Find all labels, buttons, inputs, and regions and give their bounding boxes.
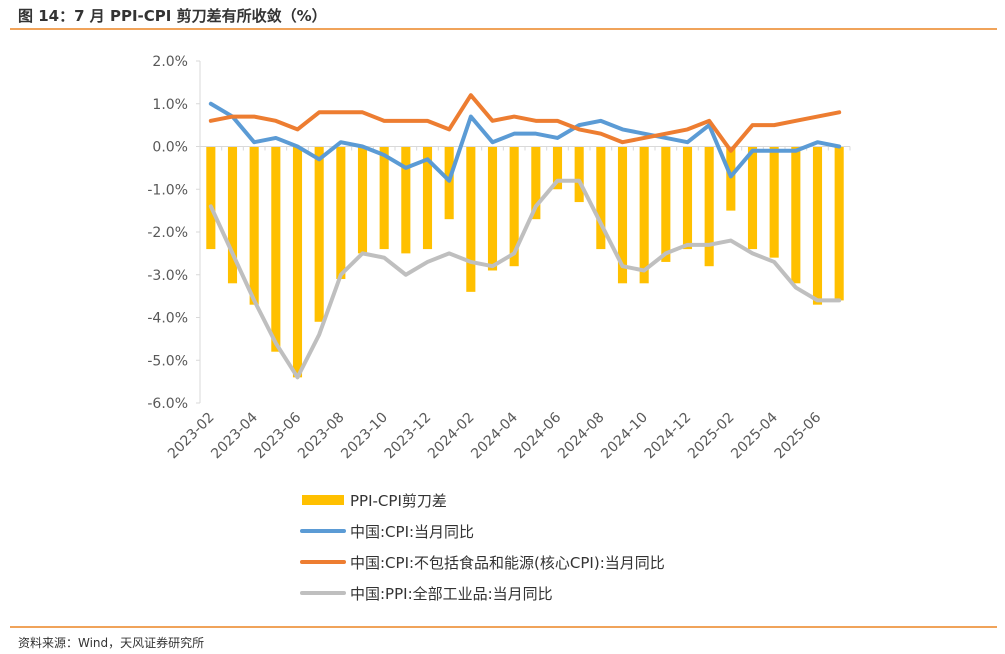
y-tick-label: -3.0%: [147, 268, 188, 284]
bar-2024-04: [509, 146, 519, 267]
y-tick-label: -4.0%: [147, 311, 188, 327]
axes-layer: [196, 60, 851, 404]
x-tick-label: 2024-10: [598, 410, 651, 463]
figure-title: 图 14：7 月 PPI-CPI 剪刀差有所收敛（%）: [18, 7, 327, 25]
bar-2023-08: [336, 146, 346, 280]
bar-2023-07: [314, 146, 324, 322]
bar-2024-12: [682, 146, 693, 250]
x-tick-label: 2024-04: [468, 409, 521, 462]
chart: 2.0% 1.0% 0.0% -1.0% -2.0% -3.0% -4.0% -5.0% -6.…: [147, 54, 851, 603]
bar-2024-07: [574, 146, 584, 203]
bar-2023-11: [401, 146, 411, 254]
legend-label: PPI-CPI剪刀差: [350, 492, 447, 510]
bar-2024-03: [487, 146, 498, 271]
legend-swatch-bar: [302, 495, 344, 505]
x-tick-label: 2023-10: [338, 410, 391, 463]
figure-source: 资料来源：Wind，天风证券研究所: [18, 636, 205, 650]
bar-2023-03: [227, 146, 238, 284]
bar-2024-01: [444, 146, 454, 220]
bar-2023-05: [271, 146, 281, 352]
y-tick-label: 2.0%: [152, 54, 188, 70]
x-tick-label: 2025-06: [772, 409, 825, 462]
bar-2024-09: [617, 146, 628, 284]
bar-2024-11: [661, 146, 671, 262]
legend: PPI-CPI剪刀差中国:CPI:当月同比中国:CPI:不包括食品和能源(核心C…: [300, 492, 665, 603]
bar-2023-04: [249, 146, 259, 305]
bar-2023-10: [379, 146, 389, 250]
x-tick-label: 2025-02: [685, 410, 738, 463]
legend-label: 中国:PPI:全部工业品:当月同比: [350, 585, 553, 603]
series-line-3: [208, 178, 842, 380]
source-divider: [10, 626, 997, 628]
y-tick-label: -5.0%: [147, 353, 188, 369]
bars-layer: [206, 146, 844, 378]
bar-2025-03: [747, 146, 758, 250]
bar-2024-10: [639, 146, 649, 284]
bar-2023-12: [422, 146, 433, 250]
series-line-2: [208, 93, 842, 153]
lines-layer: [208, 93, 842, 380]
bar-2023-06: [292, 146, 303, 378]
series-line-1: [208, 101, 842, 183]
bar-2025-05: [791, 146, 801, 284]
bar-2025-02: [726, 146, 736, 211]
x-tick-label: 2023-06: [252, 409, 305, 462]
x-tick-label: 2023-02: [165, 410, 218, 463]
bar-2025-04: [769, 146, 779, 258]
y-tick-label: 0.0%: [152, 140, 188, 156]
x-tick-label: 2024-06: [512, 409, 565, 462]
y-tick-label: 1.0%: [152, 97, 188, 113]
y-tick-labels: 2.0% 1.0% 0.0% -1.0% -2.0% -3.0% -4.0% -5.0% -6.…: [147, 54, 188, 412]
bar-2024-08: [596, 146, 606, 250]
x-tick-label: 2023-04: [208, 409, 261, 462]
x-tick-label: 2023-12: [382, 410, 435, 463]
y-tick-label: -2.0%: [147, 225, 188, 241]
legend-label: 中国:CPI:当月同比: [350, 523, 474, 541]
title-divider: [10, 28, 997, 30]
bar-2023-09: [357, 146, 368, 254]
bar-2025-01: [704, 146, 714, 267]
y-tick-label: -1.0%: [147, 182, 188, 198]
x-tick-label: 2025-04: [728, 409, 781, 462]
legend-label: 中国:CPI:不包括食品和能源(核心CPI):当月同比: [350, 554, 665, 572]
bar-2024-05: [531, 146, 541, 220]
x-tick-label: 2024-02: [425, 410, 478, 463]
bar-2024-02: [466, 146, 476, 292]
bar-2025-07: [834, 146, 844, 301]
bar-2025-06: [812, 146, 823, 305]
bar-2023-02: [206, 146, 216, 250]
bar-2024-06: [552, 146, 563, 190]
x-tick-label: 2024-08: [555, 410, 608, 463]
y-tick-label: -6.0%: [147, 396, 188, 412]
x-tick-label: 2024-12: [642, 410, 695, 463]
x-tick-label: 2023-08: [295, 410, 348, 463]
x-tick-labels: 2023-022023-042023-062023-082023-102023-…: [165, 409, 824, 462]
